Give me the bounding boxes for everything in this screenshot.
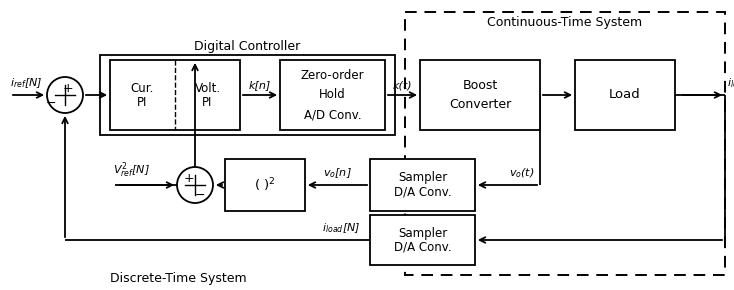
Text: $i_{load}$[N]: $i_{load}$[N] xyxy=(321,221,360,235)
Text: Cur.: Cur. xyxy=(131,81,154,95)
Text: $i_{load}$(t): $i_{load}$(t) xyxy=(727,76,734,90)
Text: k(t): k(t) xyxy=(393,80,413,90)
Text: D/A Conv.: D/A Conv. xyxy=(393,240,451,253)
Text: Volt.: Volt. xyxy=(195,81,220,95)
Text: $V_{ref}^{2}$[N]: $V_{ref}^{2}$[N] xyxy=(113,160,150,180)
Text: −: − xyxy=(46,97,57,110)
Bar xyxy=(100,55,395,135)
Bar xyxy=(225,159,305,211)
Text: ( )$^2$: ( )$^2$ xyxy=(254,176,276,194)
Text: k[n]: k[n] xyxy=(249,80,271,90)
Text: −: − xyxy=(195,188,206,202)
Text: Load: Load xyxy=(609,88,641,102)
Text: $v_o$(t): $v_o$(t) xyxy=(509,166,535,180)
Text: PI: PI xyxy=(137,95,148,108)
Text: Boost: Boost xyxy=(462,79,498,92)
Text: A/D Conv.: A/D Conv. xyxy=(304,108,361,121)
Text: Continuous-Time System: Continuous-Time System xyxy=(487,16,642,29)
Text: +: + xyxy=(62,82,73,95)
Bar xyxy=(420,60,540,130)
Text: $v_o$[n]: $v_o$[n] xyxy=(323,166,352,180)
Bar xyxy=(405,12,725,275)
Text: Hold: Hold xyxy=(319,88,346,102)
Bar xyxy=(370,215,475,265)
Text: PI: PI xyxy=(203,95,213,108)
Text: Sampler: Sampler xyxy=(398,171,447,184)
Text: D/A Conv.: D/A Conv. xyxy=(393,186,451,199)
Bar xyxy=(110,60,240,130)
Text: Discrete-Time System: Discrete-Time System xyxy=(110,272,247,285)
Bar xyxy=(280,60,385,130)
Circle shape xyxy=(47,77,83,113)
Text: Converter: Converter xyxy=(449,98,511,111)
Text: Zero-order: Zero-order xyxy=(301,69,364,82)
Bar xyxy=(575,60,675,130)
Text: +: + xyxy=(184,173,195,186)
Text: $i_{ref}$[N]: $i_{ref}$[N] xyxy=(10,76,43,90)
Text: Sampler: Sampler xyxy=(398,226,447,240)
Text: Digital Controller: Digital Controller xyxy=(195,40,301,53)
Bar xyxy=(370,159,475,211)
Circle shape xyxy=(177,167,213,203)
